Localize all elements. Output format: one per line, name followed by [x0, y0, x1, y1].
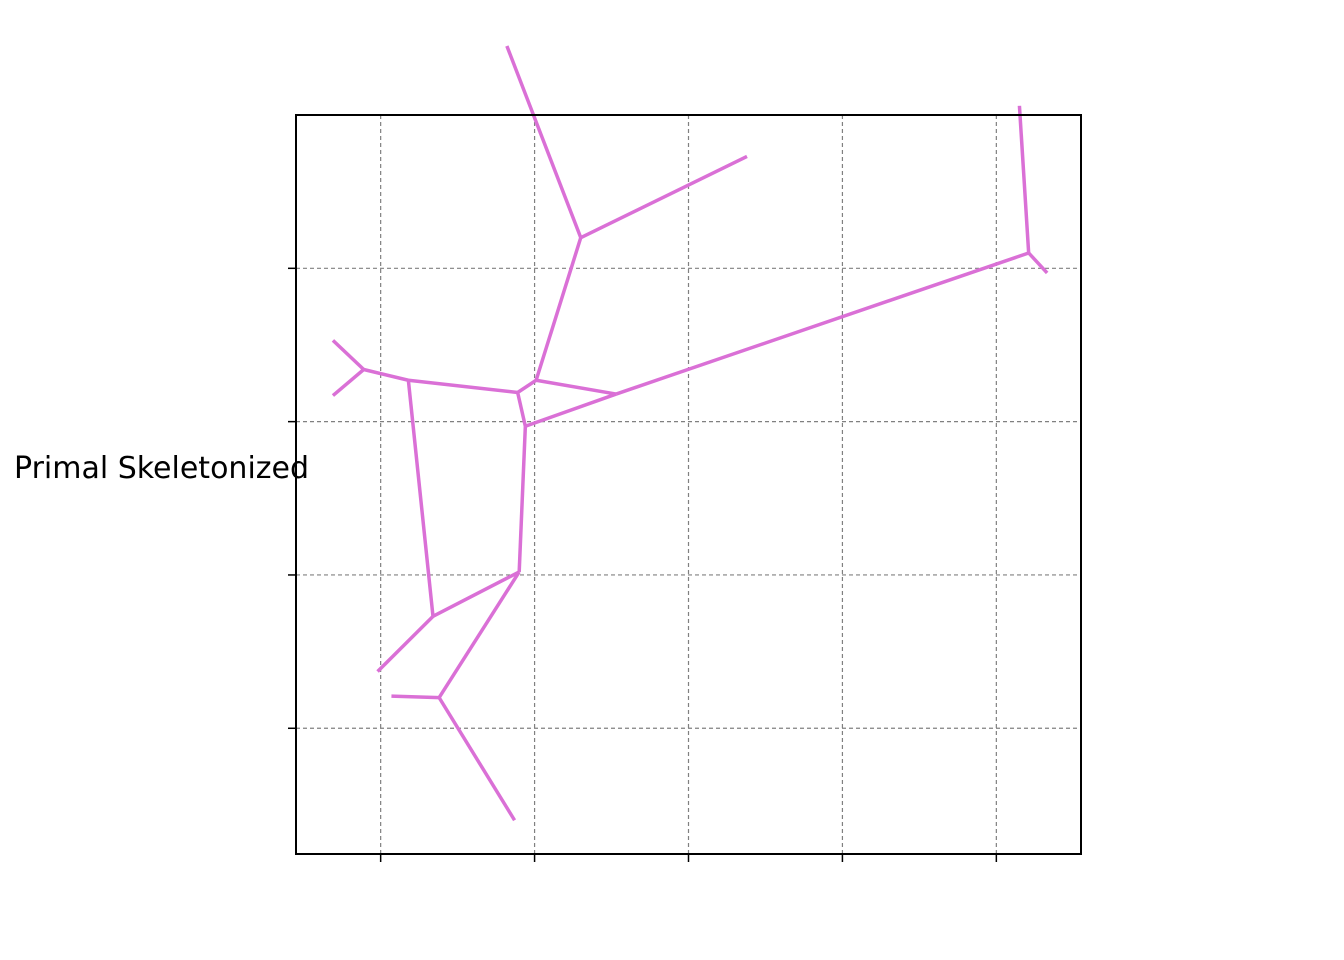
skeleton-edge — [437, 570, 521, 699]
skeleton-edge — [363, 367, 409, 382]
skeleton-edge — [1027, 251, 1049, 275]
skeleton-edge — [535, 378, 617, 396]
skeleton-edge — [534, 237, 583, 381]
skeleton-edge — [406, 380, 435, 617]
axis-ticks — [288, 267, 998, 862]
y-axis-label: Primal Skeletonized — [14, 451, 309, 486]
skeleton-edges — [331, 45, 1049, 822]
skeleton-edge — [615, 251, 1030, 396]
axes-frame — [295, 114, 1082, 855]
skeleton-edge — [517, 426, 528, 572]
grid-lines — [296, 115, 1081, 854]
skeleton-edge — [391, 694, 440, 700]
skeleton-edge — [524, 392, 617, 428]
skeleton-edge — [376, 615, 435, 673]
skeleton-edge — [408, 378, 518, 395]
skeleton-edge — [1017, 105, 1031, 254]
skeleton-edge — [437, 696, 517, 822]
skeleton-edge — [432, 570, 520, 618]
skeleton-edge — [516, 378, 538, 394]
skeleton-edge — [579, 154, 748, 240]
skeleton-edge — [331, 368, 365, 397]
skeleton-edge — [505, 45, 583, 239]
skeleton-edge — [331, 339, 365, 371]
skeleton-edge — [515, 392, 528, 427]
